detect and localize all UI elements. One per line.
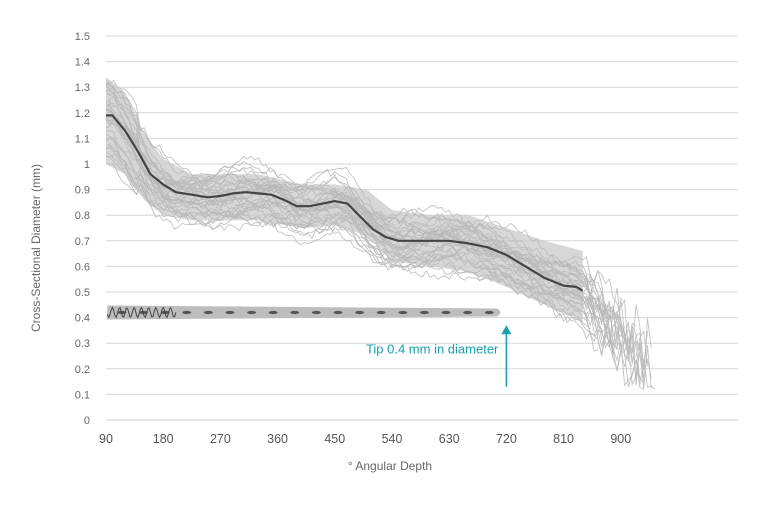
- file-flute: [203, 310, 213, 315]
- file-flute: [419, 310, 429, 315]
- x-tick-label: 720: [496, 432, 517, 446]
- file-flute: [333, 310, 343, 315]
- y-tick-label: 0.3: [75, 338, 90, 350]
- file-flute: [484, 310, 494, 315]
- file-flute: [355, 310, 365, 315]
- mean-series: [106, 114, 584, 292]
- file-flute: [311, 310, 321, 315]
- x-tick-label: 360: [267, 432, 288, 446]
- x-axis-label: ° Angular Depth: [348, 459, 432, 473]
- x-tick-label: 630: [439, 432, 460, 446]
- x-tick-label: 270: [210, 432, 231, 446]
- x-tick-label: 810: [553, 432, 574, 446]
- y-tick-label: 0: [84, 415, 90, 427]
- y-axis-label: Cross-Sectional Diameter (mm): [29, 164, 43, 332]
- specimen-curve: [105, 85, 606, 306]
- specimen-curve: [105, 151, 599, 352]
- file-flute: [268, 310, 278, 315]
- y-tick-label: 1.3: [75, 82, 90, 94]
- y-tick-label: 0.6: [75, 261, 90, 273]
- specimen-curve: [105, 95, 595, 309]
- x-tick-label: 540: [382, 432, 403, 446]
- annotation-text: Tip 0.4 mm in diameter: [366, 341, 499, 356]
- x-tick-label: 900: [610, 432, 631, 446]
- specimen-curve: [105, 79, 622, 320]
- file-illustration: [106, 305, 501, 320]
- y-tick-label: 0.8: [75, 210, 90, 222]
- x-tick-label: 450: [324, 432, 345, 446]
- file-flute: [290, 310, 300, 315]
- annotation-arrow-head: [501, 325, 512, 335]
- specimen-curve: [105, 118, 603, 340]
- y-tick-label: 0.5: [75, 287, 90, 299]
- y-tick-label: 1.5: [75, 31, 90, 43]
- specimen-curve: [105, 130, 644, 390]
- file-body: [107, 305, 501, 320]
- file-flute: [225, 310, 235, 315]
- file-flute: [182, 310, 192, 315]
- file-flute: [398, 310, 408, 315]
- y-tick-label: 0.9: [75, 185, 90, 197]
- file-flute: [247, 310, 257, 315]
- specimen-curve: [106, 108, 633, 367]
- y-tick-label: 1.2: [75, 108, 90, 120]
- file-tangle: [106, 306, 177, 319]
- y-tick-label: 0.1: [75, 389, 90, 401]
- x-axis-ticks: 90 180 270 360 450 540 630 720 810 900: [99, 432, 631, 446]
- specimen-curve: [105, 155, 583, 311]
- mean-line: [106, 114, 584, 292]
- x-tick-label: 180: [153, 432, 174, 446]
- y-tick-label: 1: [84, 159, 90, 171]
- tip-annotation: Tip 0.4 mm in diameter: [366, 325, 512, 387]
- file-flute: [441, 310, 451, 315]
- y-tick-label: 1.1: [75, 133, 90, 145]
- y-tick-label: 0.2: [75, 364, 90, 376]
- x-tick-label: 90: [99, 432, 113, 446]
- specimen-curve: [105, 163, 618, 357]
- file-flute: [463, 310, 473, 315]
- y-tick-label: 0.4: [75, 313, 90, 325]
- specimen-curve: [105, 144, 591, 330]
- y-tick-label: 1.4: [75, 57, 90, 69]
- y-axis-ticks: 0 0.1 0.2 0.3 0.4 0.5 0.6 0.7 0.8 0.9 1 1.1 1.2 1.3 1.…: [75, 31, 90, 427]
- y-tick-label: 0.7: [75, 236, 90, 248]
- specimen-curve: [105, 105, 652, 379]
- file-flute: [376, 310, 386, 315]
